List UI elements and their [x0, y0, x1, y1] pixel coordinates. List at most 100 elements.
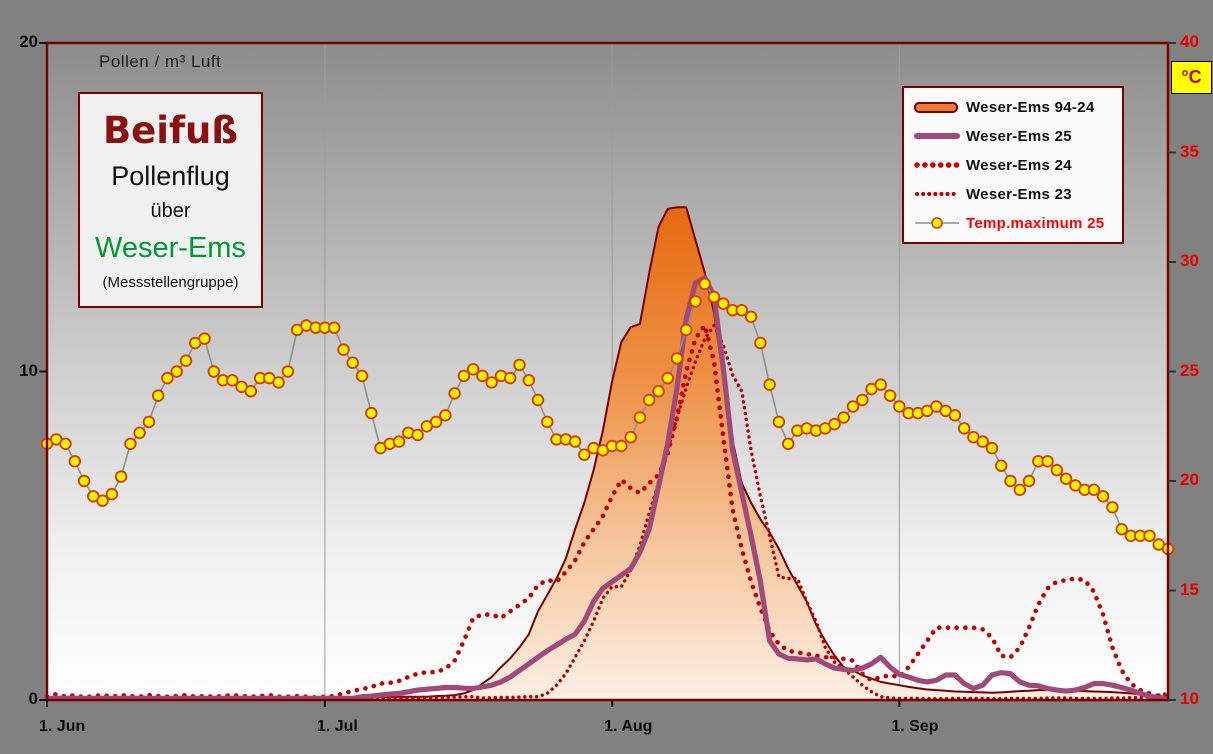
temp-marker — [1022, 474, 1036, 488]
temp-marker — [643, 393, 656, 407]
temp-marker — [77, 474, 91, 488]
x-tick-label: 1. Jul — [316, 718, 358, 735]
line-series-weser-ems-25 — [44, 275, 1171, 702]
legend-item-we23: Weser-Ems 23 — [913, 181, 1122, 207]
temp-marker — [531, 393, 545, 407]
temp-marker — [142, 415, 156, 429]
legend-item-we25: Weser-Ems 25 — [913, 123, 1122, 149]
title-group-note: (Messstellengruppe) — [102, 274, 239, 292]
temp-marker — [161, 371, 174, 385]
temp-marker — [754, 336, 767, 350]
temp-marker — [1115, 523, 1128, 536]
small-dots-swatch-icon — [915, 192, 961, 196]
legend-item-temp: Temp.maximum 25 — [913, 210, 1122, 236]
temp-marker — [1041, 455, 1054, 468]
celsius-unit-label: °C — [1181, 67, 1202, 87]
temp-marker — [244, 385, 258, 398]
temp-marker — [1143, 529, 1156, 543]
legend-label: Weser-Ems 94-24 — [966, 98, 1095, 116]
temp-marker — [856, 393, 869, 407]
temp-marker — [457, 369, 471, 383]
temp-marker — [763, 378, 776, 391]
legend-label: Temp.maximum 25 — [966, 214, 1105, 232]
temp-marker — [772, 415, 786, 429]
y-left-tick-label: 20 — [19, 32, 38, 51]
temp-marker — [337, 343, 350, 356]
temp-marker — [151, 389, 165, 402]
temp-marker — [893, 400, 906, 413]
temp-marker — [1106, 501, 1119, 514]
legend-item-we24: Weser-Ems 24 — [913, 152, 1122, 178]
temp-marker — [124, 437, 137, 451]
temp-marker — [828, 417, 841, 431]
temp-marker — [448, 387, 461, 400]
temp-marker — [735, 304, 749, 317]
temp-marker — [782, 437, 795, 451]
y-right-tick-label: 20 — [1180, 470, 1199, 489]
temp-marker — [59, 437, 72, 451]
big-dots-swatch-icon — [914, 162, 962, 168]
temp-marker — [346, 356, 359, 369]
temp-marker — [133, 426, 146, 440]
y-right-tick-label: 25 — [1180, 360, 1199, 380]
temp-marker — [1004, 474, 1017, 488]
temp-marker — [328, 321, 341, 334]
temp-marker — [995, 459, 1008, 472]
temp-marker — [1096, 490, 1110, 503]
temp-marker — [411, 428, 424, 442]
y-right-tick-label: 10 — [1180, 689, 1199, 708]
temp-marker — [661, 371, 674, 385]
temp-marker — [355, 369, 369, 383]
temp-marker — [976, 435, 989, 448]
chart-title-box: Beifuß Pollenflug über Weser-Ems (Messst… — [78, 92, 263, 308]
temp-marker — [392, 435, 406, 448]
temp-marker — [429, 415, 443, 429]
temp-marker — [837, 411, 850, 424]
temp-marker — [522, 374, 536, 387]
temp-marker — [670, 352, 684, 365]
legend-label: Weser-Ems 23 — [966, 185, 1072, 203]
temp-marker — [1050, 463, 1064, 477]
temp-marker — [698, 277, 712, 291]
title-subtitle: Pollenflug — [111, 160, 230, 191]
temp-marker — [365, 406, 378, 420]
temp-marker — [717, 297, 730, 310]
title-connector: über — [150, 200, 191, 223]
legend-label: Weser-Ems 25 — [966, 127, 1072, 145]
temp-marker — [985, 441, 999, 455]
temp-marker — [485, 376, 498, 389]
temp-marker — [680, 323, 693, 337]
temp-marker — [226, 374, 239, 387]
x-tick-label: 1. Aug — [604, 718, 653, 735]
temp-marker — [207, 365, 221, 378]
y-left-tick-label: 0 — [28, 689, 38, 708]
temp-marker — [476, 369, 489, 383]
area-swatch-icon — [914, 102, 958, 113]
temp-marker — [96, 494, 109, 507]
temp-marker — [707, 290, 721, 304]
x-tick-label: 1. Jun — [39, 718, 86, 735]
temp-marker — [624, 431, 637, 444]
temp-marker-swatch-icon — [915, 217, 959, 229]
temp-marker — [68, 455, 82, 468]
temp-marker — [633, 411, 647, 424]
temp-marker — [948, 409, 962, 422]
temp-marker — [541, 415, 554, 429]
y-right-tick-label: 30 — [1180, 251, 1199, 270]
dotted-series-weser-ems-24 — [44, 323, 1171, 700]
temp-marker — [578, 448, 591, 461]
temp-marker — [272, 376, 285, 389]
temp-marker — [114, 470, 128, 483]
temp-marker — [744, 310, 758, 324]
temp-marker — [504, 371, 517, 385]
y-right-tick-label: 15 — [1180, 579, 1199, 599]
temp-marker — [1087, 483, 1101, 497]
y-right-tick-label: 40 — [1180, 32, 1199, 51]
y-right-tick-label: 35 — [1180, 141, 1199, 161]
x-tick-label: 1. Sep — [891, 718, 939, 735]
legend: Weser-Ems 94-24 Weser-Ems 25 Weser-Ems 2… — [902, 86, 1124, 244]
title-species: Beifuß — [102, 108, 239, 152]
legend-item-area: Weser-Ems 94-24 — [913, 94, 1122, 120]
temp-marker — [170, 365, 183, 378]
